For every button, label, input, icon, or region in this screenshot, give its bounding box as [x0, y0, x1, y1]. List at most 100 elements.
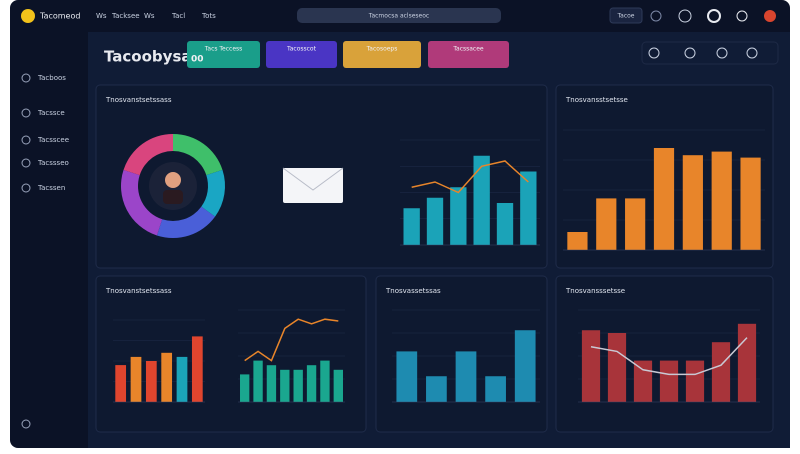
icon[interactable]	[684, 47, 696, 59]
bar	[607, 333, 627, 402]
bar	[253, 360, 263, 402]
bar	[450, 187, 467, 245]
donut-segment	[123, 134, 173, 176]
bar	[567, 232, 588, 250]
bar	[473, 155, 490, 245]
tile[interactable]	[428, 41, 509, 68]
bar	[737, 323, 757, 402]
bar	[633, 360, 653, 402]
tile-label: Tacosoeps	[366, 46, 398, 53]
bar	[485, 376, 506, 402]
bar	[333, 369, 343, 402]
panel-title: Tnosvanstsetssass	[105, 287, 172, 295]
bar	[266, 365, 277, 402]
sidebar-item[interactable]: Tacboos	[37, 74, 66, 82]
icon[interactable]	[707, 9, 721, 23]
icon[interactable]	[736, 10, 748, 22]
nav-item[interactable]: Ws	[144, 12, 155, 20]
header-button-text: Tacoe	[616, 13, 634, 20]
tile-label: Tacs Teccess	[204, 46, 243, 53]
bar	[625, 198, 646, 250]
bar	[682, 155, 703, 250]
search-box[interactable]	[297, 8, 501, 23]
avatar[interactable]	[764, 10, 776, 22]
icon[interactable]	[746, 47, 758, 59]
bar	[520, 171, 537, 245]
bar	[161, 352, 173, 402]
icon[interactable]	[650, 10, 662, 22]
page-title: Tacoobysa	[104, 48, 192, 66]
bar	[306, 365, 317, 402]
panel-title: Tnosvansstsetsse	[565, 96, 628, 104]
sidebar-item[interactable]: Tacssen	[37, 184, 65, 192]
line-series	[244, 318, 339, 362]
logo: Tacomeod	[39, 12, 80, 21]
toolbar	[641, 41, 779, 65]
bar	[280, 369, 290, 402]
icon[interactable]	[648, 47, 660, 59]
bar	[455, 351, 477, 402]
sidebar-item[interactable]: Tacssseo	[37, 159, 69, 167]
donut-segment	[201, 169, 226, 217]
bar	[240, 374, 250, 402]
nav-item[interactable]: Ws	[96, 12, 107, 20]
search-text: Tacmocsa aclseseoc	[368, 13, 429, 20]
bar	[711, 342, 731, 402]
avatar-body	[163, 190, 183, 204]
panel	[95, 275, 367, 433]
sidebar-icon	[21, 158, 31, 168]
bar	[320, 360, 330, 402]
bar	[711, 151, 732, 250]
line-series	[411, 160, 529, 194]
bar	[685, 360, 705, 402]
icon[interactable]	[678, 9, 692, 23]
bar	[596, 198, 617, 250]
bar	[740, 157, 761, 250]
donut-segment	[173, 134, 223, 176]
donut-segment	[121, 169, 163, 236]
bar	[581, 330, 601, 402]
sidebar-icon	[21, 73, 31, 83]
tile[interactable]	[187, 41, 260, 68]
sidebar: Tacboos Tacssce Tacsscee Tacssseo Tacsse…	[21, 73, 69, 429]
panel-title: Tnosvassetssas	[385, 287, 441, 295]
bar	[496, 203, 514, 245]
logo-icon	[21, 9, 35, 23]
charts	[113, 129, 765, 403]
bar	[426, 197, 444, 245]
bar	[514, 330, 536, 402]
tile[interactable]	[343, 41, 421, 68]
bar	[659, 360, 679, 402]
bar	[191, 336, 203, 402]
panel-title: Tnosvanstsetssass	[105, 96, 172, 104]
bar	[115, 365, 127, 402]
bar	[396, 351, 418, 402]
envelope	[282, 167, 344, 203]
sidebar-item[interactable]: Tacsscee	[37, 136, 69, 144]
bar	[426, 376, 447, 402]
nav-item[interactable]: Tacksee	[111, 12, 140, 20]
settings-icon[interactable]	[21, 419, 31, 429]
sidebar-icon	[21, 108, 31, 118]
donut-segment	[156, 206, 216, 238]
tile-label: Tacssacee	[452, 46, 484, 53]
tile[interactable]	[266, 41, 337, 68]
bar	[176, 356, 188, 402]
avatar-head	[165, 172, 181, 188]
sidebar-item[interactable]: Tacssce	[37, 109, 65, 117]
bar	[145, 361, 157, 402]
tile-label: Tacosscot	[286, 46, 317, 53]
nav-item[interactable]: Tacl	[171, 12, 185, 20]
nav-item[interactable]: Tots	[201, 12, 216, 20]
icon[interactable]	[716, 47, 728, 59]
bar	[293, 369, 303, 402]
sidebar-icon	[21, 135, 31, 145]
header-button[interactable]	[609, 7, 643, 24]
sidebar-icon	[21, 183, 31, 193]
line-series	[590, 337, 748, 376]
bar	[403, 208, 420, 245]
bar	[653, 148, 675, 250]
bar	[130, 356, 142, 402]
tile-value: 00	[191, 55, 204, 65]
